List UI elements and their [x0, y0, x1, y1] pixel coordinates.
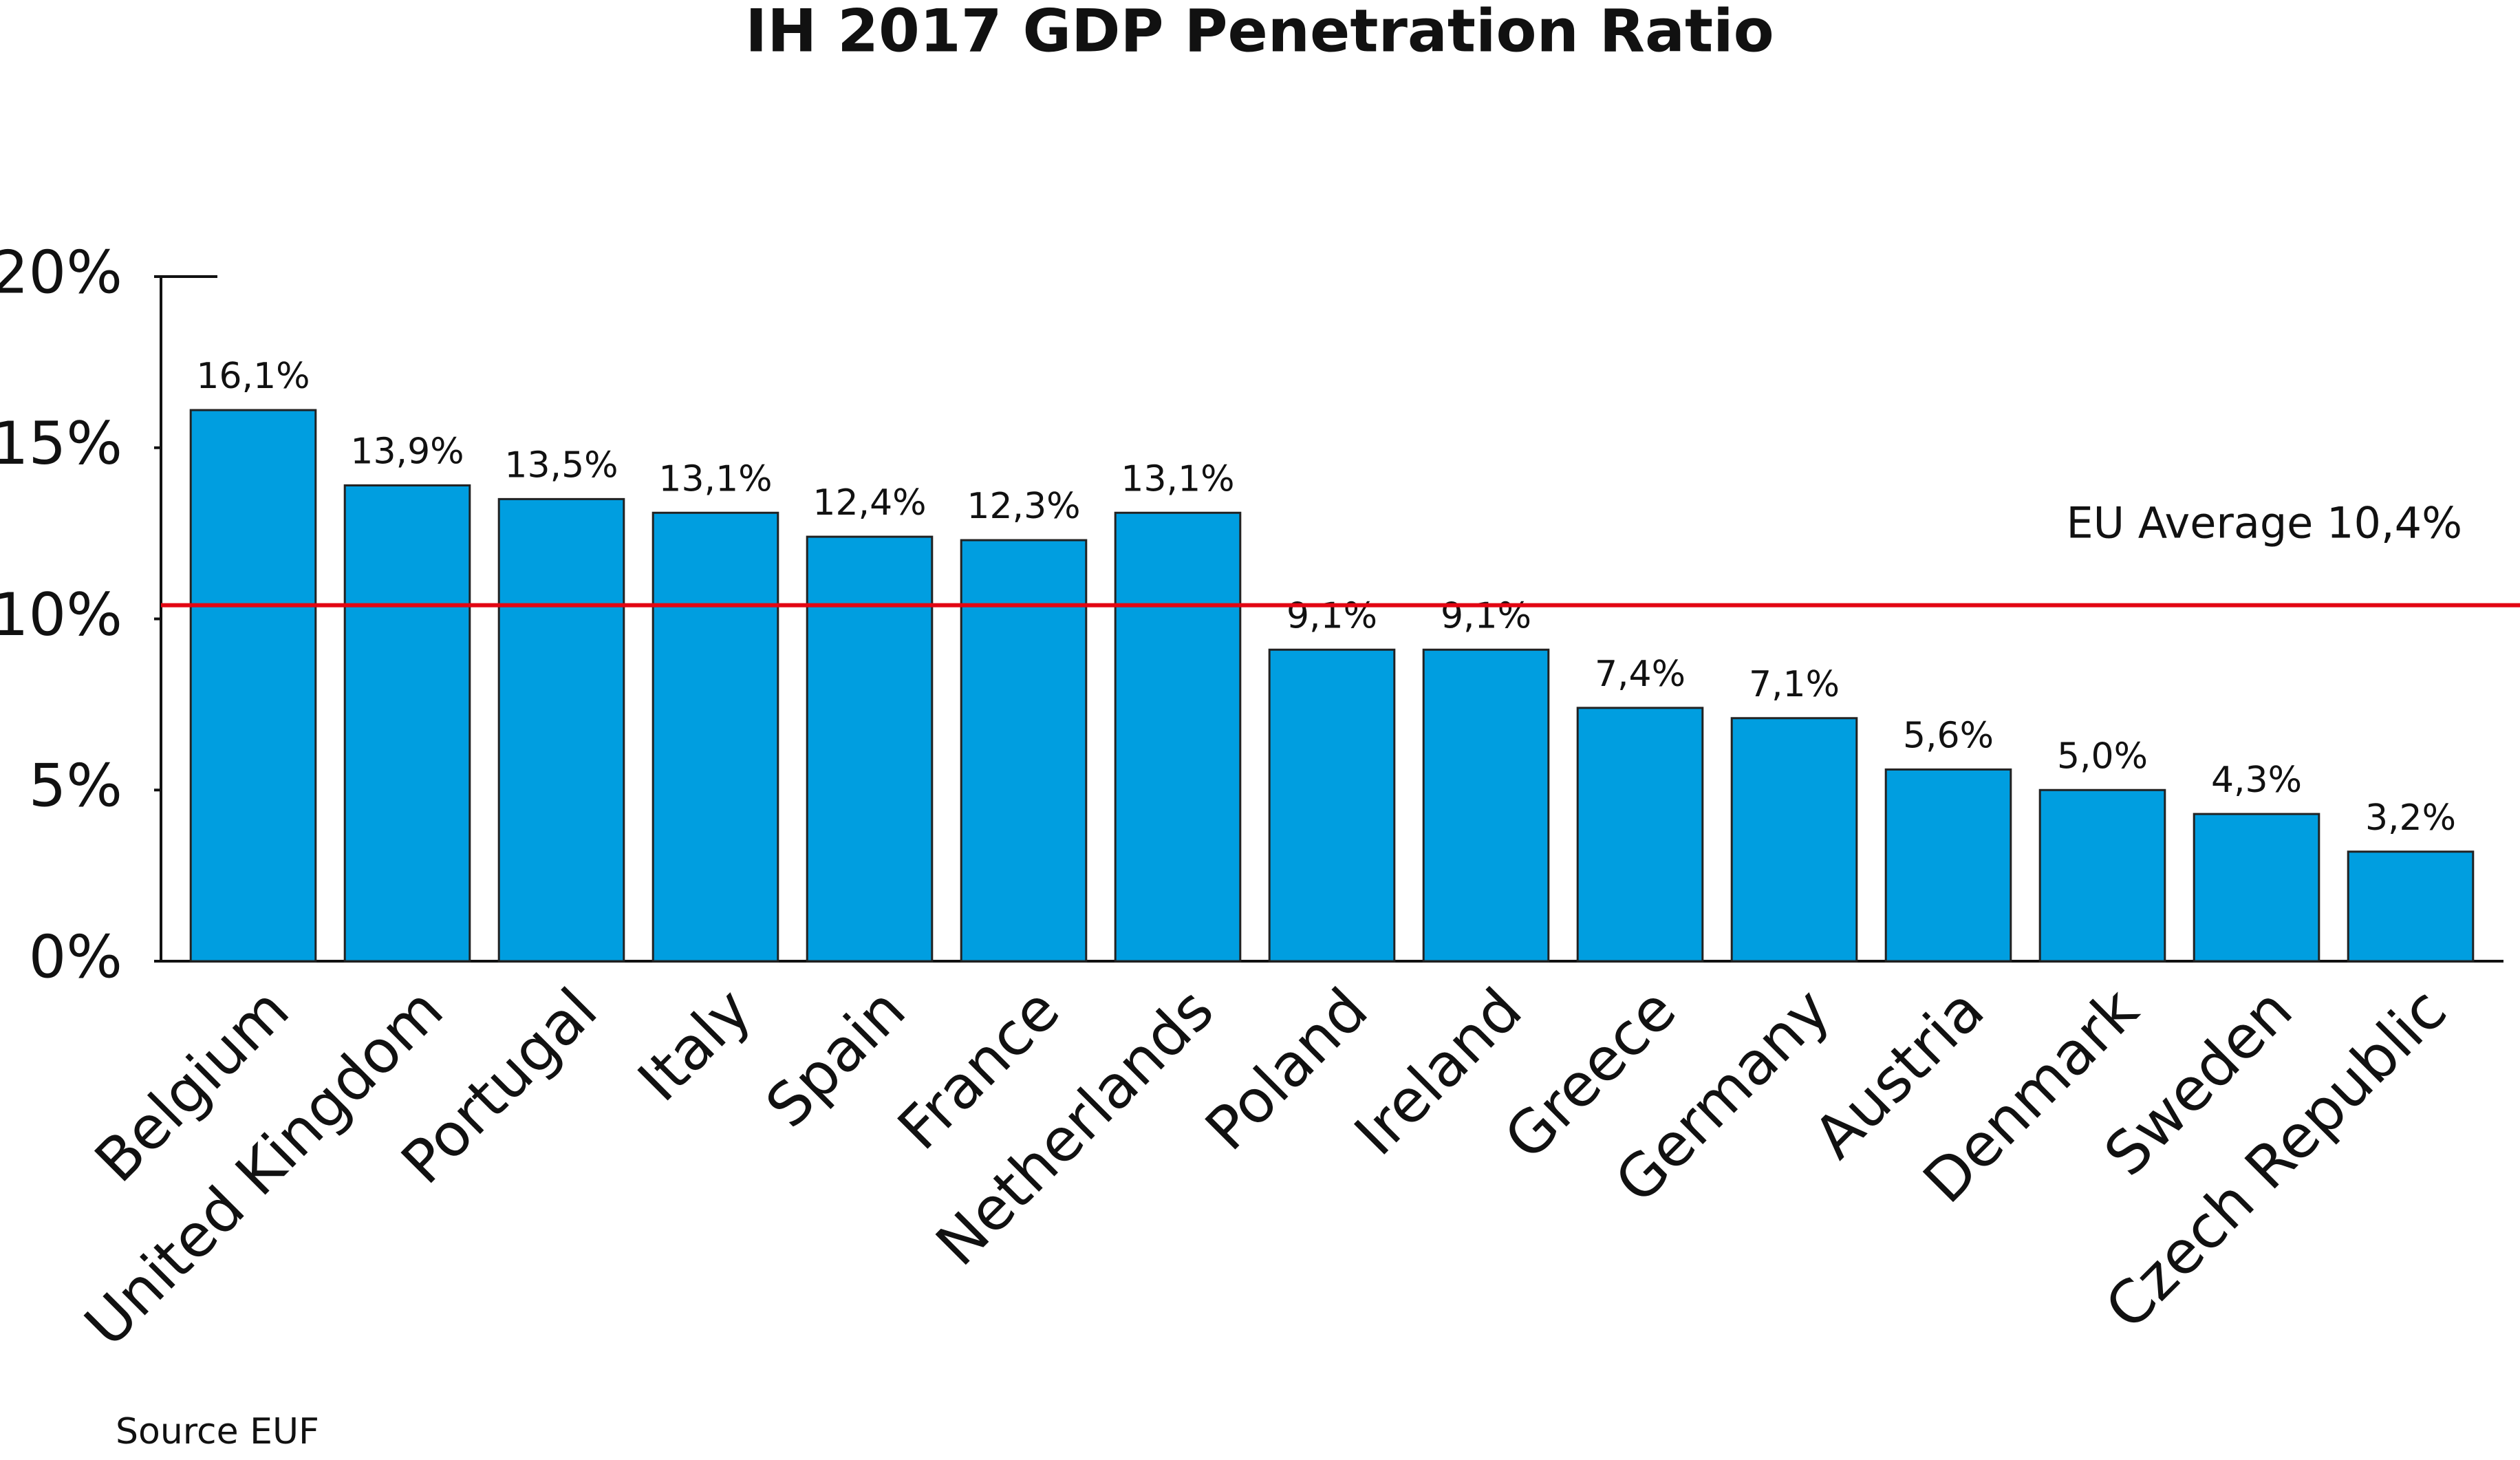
value-label: 16,1%: [196, 356, 310, 397]
value-label: 3,2%: [2365, 797, 2456, 839]
bar: [1268, 648, 1396, 963]
bar: [1884, 768, 2012, 963]
value-label: 5,6%: [1903, 715, 1994, 756]
source-note: Source EUF: [116, 1411, 319, 1452]
reference-label: EU Average 10,4%: [2066, 498, 2462, 548]
x-tick-label: Italy: [625, 976, 765, 1115]
value-label: 7,4%: [1595, 654, 1686, 695]
value-label: 13,1%: [1121, 458, 1234, 500]
y-tick-label: 0%: [29, 923, 122, 991]
bar: [2193, 813, 2320, 963]
bar: [2347, 850, 2475, 963]
y-tick-label: 5%: [29, 752, 122, 821]
y-tick-label: 10%: [0, 581, 122, 650]
value-label: 13,1%: [658, 458, 772, 500]
value-label: 7,1%: [1749, 664, 1840, 705]
bar: [497, 497, 625, 963]
value-label: 9,1%: [1441, 595, 1531, 636]
y-tick-label: 15%: [0, 409, 122, 478]
bar: [189, 409, 317, 963]
value-label: 12,4%: [812, 482, 926, 524]
value-label: 4,3%: [2211, 760, 2302, 801]
bar: [1730, 717, 1858, 963]
bar: [960, 539, 1088, 963]
bar: [651, 511, 779, 963]
x-tick-label: Ireland: [1342, 976, 1535, 1169]
bar: [1576, 707, 1704, 963]
bar: [343, 484, 471, 963]
value-label: 13,9%: [350, 431, 464, 472]
value-label: 9,1%: [1286, 595, 1377, 636]
value-label: 5,0%: [2057, 736, 2148, 777]
x-tick-label: Poland: [1193, 976, 1381, 1164]
value-label: 13,5%: [504, 444, 618, 486]
bar: [1114, 511, 1242, 963]
bar: [1422, 648, 1550, 963]
bar: [806, 535, 934, 963]
chart-title: IH 2017 GDP Penetration Ratio: [745, 0, 1774, 65]
y-tick-label: 20%: [0, 238, 122, 307]
value-label: 12,3%: [967, 486, 1080, 527]
bar: [2038, 788, 2166, 963]
